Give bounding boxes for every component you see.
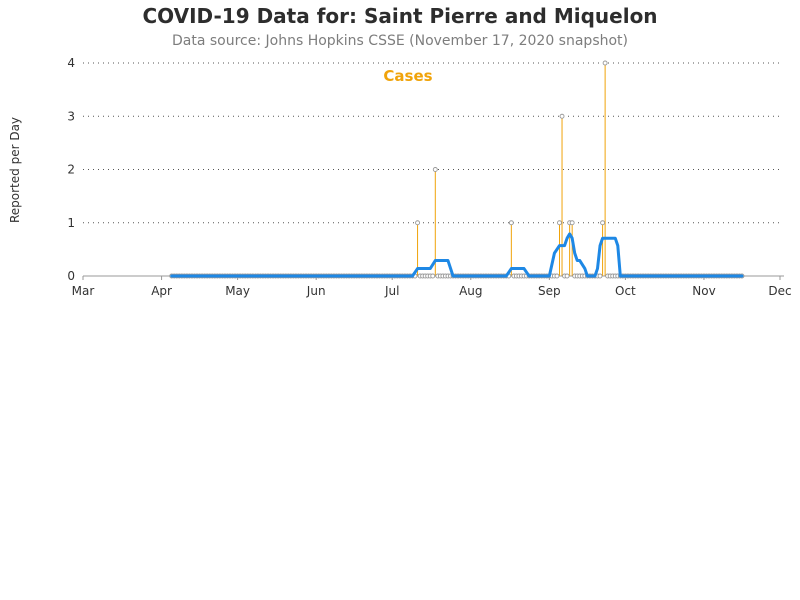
daily-markers [169, 60, 745, 279]
daily-case-marker [508, 220, 514, 226]
x-tick-label: Mar [72, 284, 95, 298]
daily-case-marker [557, 220, 562, 226]
x-tick-label: Jun [306, 284, 326, 298]
chart-title: COVID-19 Data for: Saint Pierre and Miqu… [142, 4, 657, 28]
daily-case-marker [602, 60, 608, 66]
grid-lines [83, 62, 780, 224]
chart-subtitle: Data source: Johns Hopkins CSSE (Novembe… [172, 33, 628, 49]
x-tick-label: Oct [615, 284, 636, 298]
daily-case-marker [569, 220, 575, 226]
axes: 0 1 2 3 4 Mar Apr May Jun Jul Aug Sep Oct Nov Dec [67, 56, 791, 298]
y-tick-label: 2 [67, 163, 75, 177]
x-tick-label: Dec [768, 284, 791, 298]
daily-case-marker [597, 273, 603, 279]
cases-spikes [417, 63, 606, 276]
daily-case-marker [432, 167, 438, 172]
y-tick-label: 1 [67, 216, 75, 230]
x-tick-label: Sep [538, 284, 561, 298]
y-tick-label: 0 [67, 269, 75, 283]
moving-average-line [170, 232, 744, 278]
x-tick-label: Aug [459, 284, 482, 298]
daily-case-marker [564, 273, 570, 279]
x-tick-label: Nov [692, 284, 715, 298]
daily-case-marker [559, 113, 565, 119]
daily-case-marker [554, 273, 560, 279]
x-tick-label: May [225, 284, 250, 298]
daily-case-marker [600, 220, 606, 226]
daily-case-marker [415, 220, 421, 226]
series-label-cases: Cases [383, 67, 432, 85]
y-axis-label: Reported per Day [8, 117, 22, 223]
x-tick-label: Apr [151, 284, 172, 298]
moving-average-polyline [170, 232, 744, 278]
y-tick-label: 4 [67, 56, 75, 70]
y-tick-label: 3 [67, 109, 75, 123]
daily-case-marker [430, 273, 436, 279]
x-tick-label: Jul [384, 284, 399, 298]
